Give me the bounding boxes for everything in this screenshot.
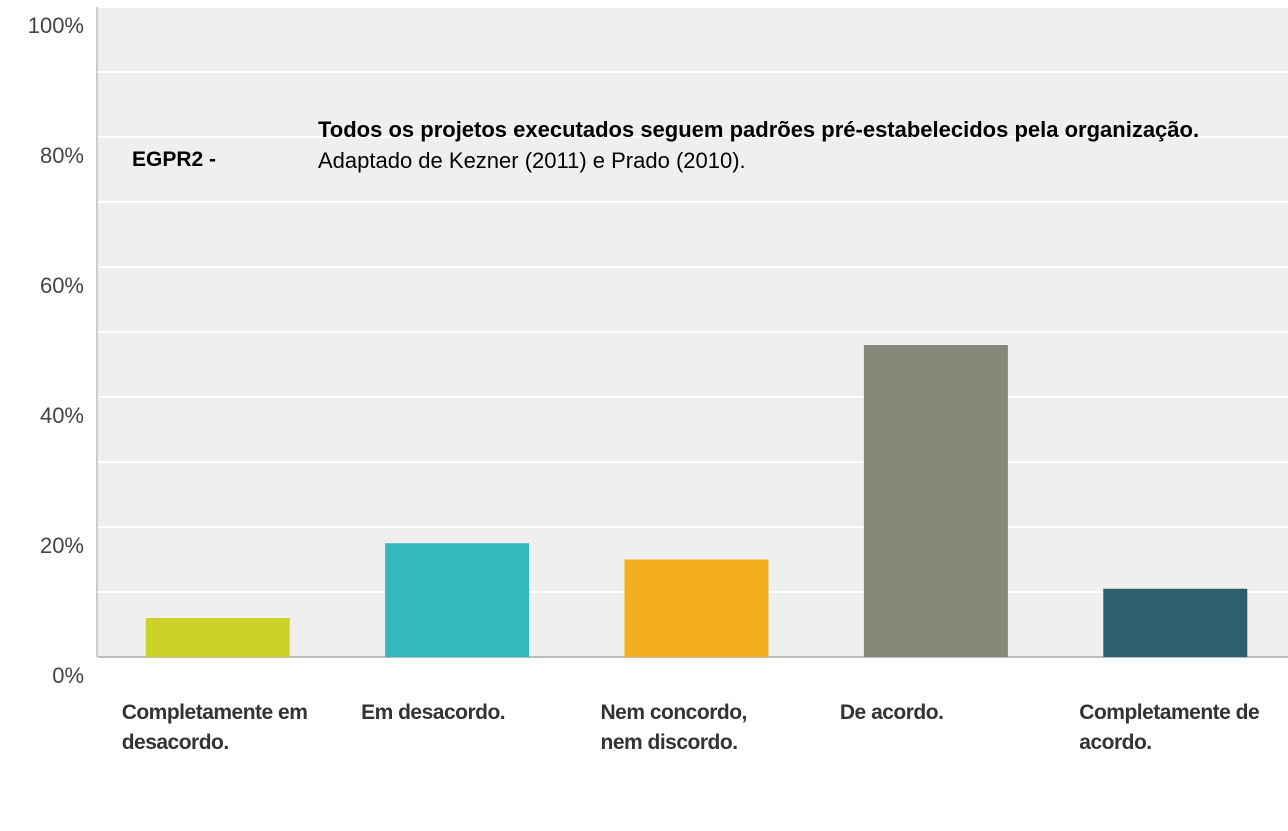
y-tick-label: 60% <box>40 273 84 298</box>
bar <box>863 345 1008 657</box>
x-tick-label: De acordo. <box>839 701 944 724</box>
y-tick-label: 100% <box>28 13 84 38</box>
x-tick-label: Completamente de acordo. <box>1079 701 1260 754</box>
bar <box>624 559 769 657</box>
y-tick-label: 40% <box>40 403 84 428</box>
bar <box>1103 588 1248 657</box>
bar <box>385 543 530 657</box>
chart-title-block: Todos os projetos executados seguem padr… <box>318 114 1278 176</box>
y-tick-label: 20% <box>40 533 84 558</box>
x-tick-label: Completamente em desacordo. <box>121 701 308 754</box>
y-tick-label: 0% <box>52 663 84 688</box>
x-tick-label: Em desacordo. <box>361 701 506 724</box>
chart-subtitle: Adaptado de Kezner (2011) e Prado (2010)… <box>318 148 746 173</box>
x-tick-label: Nem concordo, nem discordo. <box>600 701 748 754</box>
chart-title-label: EGPR2 - <box>132 148 217 171</box>
chart-title: Todos os projetos executados seguem padr… <box>318 117 1200 142</box>
y-tick-label: 80% <box>40 143 84 168</box>
bar <box>145 618 290 657</box>
